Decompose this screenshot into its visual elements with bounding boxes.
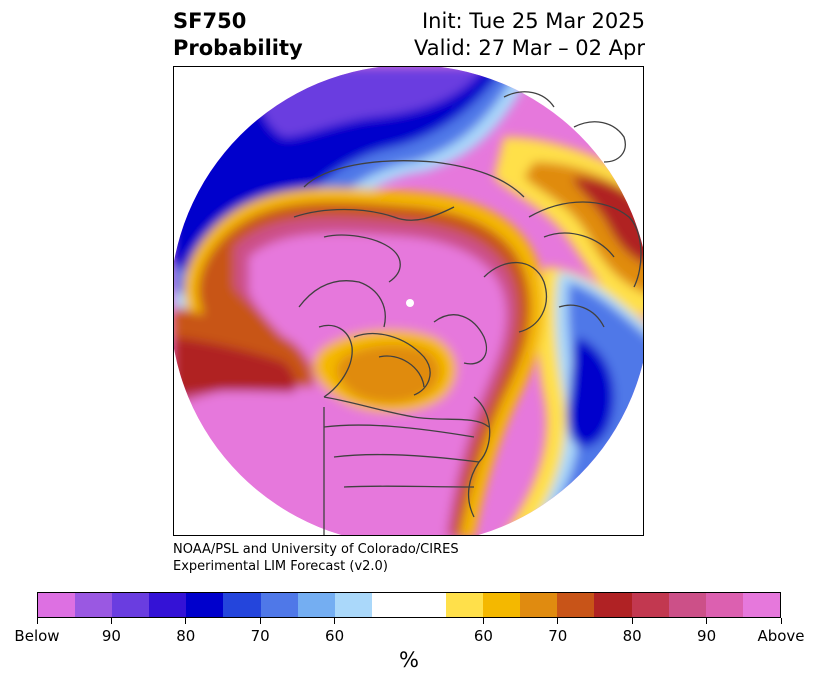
colorbar-tick-label: 60 bbox=[473, 627, 493, 645]
date-info: Init: Tue 25 Mar 2025 Valid: 27 Mar – 02… bbox=[414, 8, 645, 62]
colorbar-segment bbox=[371, 593, 447, 617]
colorbar-segment bbox=[186, 593, 224, 617]
colorbar-segment bbox=[520, 593, 558, 617]
colorbar-tick-label: 80 bbox=[176, 627, 196, 645]
colorbar bbox=[37, 592, 781, 618]
title-line-2: Probability bbox=[173, 36, 303, 60]
colorbar-tick bbox=[706, 618, 708, 624]
colorbar-tick-label: 60 bbox=[325, 627, 345, 645]
colorbar-tick bbox=[631, 618, 633, 624]
polar-map bbox=[174, 67, 643, 535]
colorbar-segment bbox=[742, 593, 780, 617]
colorbar-tick bbox=[36, 618, 38, 624]
title-line-1: SF750 bbox=[173, 9, 247, 33]
colorbar-segment bbox=[594, 593, 632, 617]
colorbar-segment bbox=[557, 593, 595, 617]
colorbar-segment bbox=[75, 593, 113, 617]
colorbar-segment bbox=[705, 593, 743, 617]
colorbar-tick bbox=[110, 618, 112, 624]
colorbar-tick-label: 90 bbox=[101, 627, 121, 645]
colorbar-tick-label: 70 bbox=[250, 627, 270, 645]
colorbar-tick-label: Above bbox=[757, 627, 805, 645]
colorbar-segment bbox=[38, 593, 76, 617]
colorbar-tick bbox=[780, 618, 782, 624]
colorbar-tick bbox=[185, 618, 187, 624]
colorbar-segment bbox=[112, 593, 150, 617]
colorbar-segment bbox=[631, 593, 669, 617]
colorbar-tick-label: 70 bbox=[548, 627, 568, 645]
colorbar-tick-label: Below bbox=[14, 627, 60, 645]
coastlines bbox=[293, 91, 642, 535]
colorbar-segment bbox=[149, 593, 187, 617]
colorbar-segment bbox=[223, 593, 261, 617]
colorbar-tick bbox=[557, 618, 559, 624]
map-title: SF750 Probability bbox=[173, 8, 303, 62]
colorbar-tick-label: 80 bbox=[622, 627, 642, 645]
colorbar-segment bbox=[260, 593, 298, 617]
colorbar-segment bbox=[297, 593, 335, 617]
colorbar-segment bbox=[483, 593, 521, 617]
map-panel bbox=[173, 66, 644, 536]
init-date: Init: Tue 25 Mar 2025 bbox=[421, 9, 645, 33]
colorbar-segment bbox=[334, 593, 372, 617]
credit-line-2: Experimental LIM Forecast (v2.0) bbox=[173, 559, 388, 574]
credit-line-1: NOAA/PSL and University of Colorado/CIRE… bbox=[173, 542, 459, 557]
credit-text: NOAA/PSL and University of Colorado/CIRE… bbox=[173, 541, 459, 575]
probability-field bbox=[174, 67, 643, 535]
colorbar-segment bbox=[446, 593, 484, 617]
colorbar-tick bbox=[334, 618, 336, 624]
colorbar-unit-label: % bbox=[399, 648, 419, 672]
colorbar-tick-label: 90 bbox=[697, 627, 717, 645]
colorbar-tick bbox=[482, 618, 484, 624]
valid-range: Valid: 27 Mar – 02 Apr bbox=[414, 36, 645, 60]
colorbar-segment bbox=[668, 593, 706, 617]
colorbar-tick bbox=[259, 618, 261, 624]
